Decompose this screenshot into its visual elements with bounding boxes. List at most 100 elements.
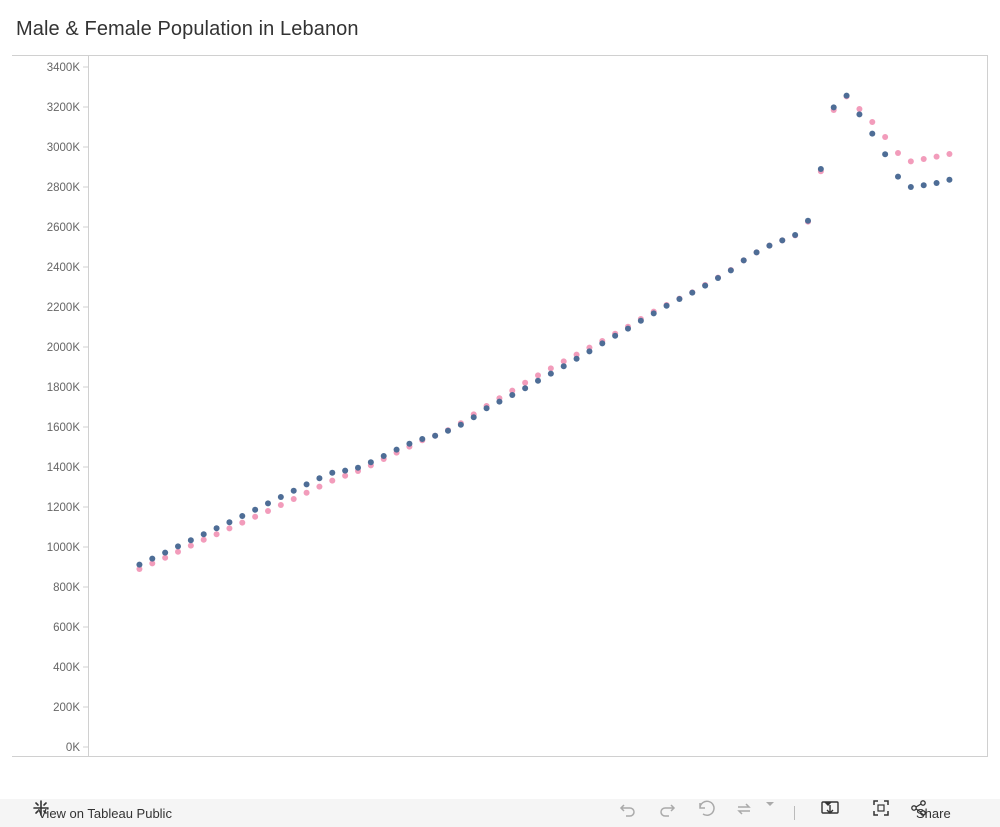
male-point bbox=[457, 421, 464, 428]
y-tick-label: 1400K bbox=[47, 462, 81, 474]
female-point bbox=[213, 531, 220, 538]
male-point bbox=[316, 475, 323, 482]
female-point bbox=[573, 351, 580, 358]
male-point bbox=[432, 432, 439, 439]
undo-icon bbox=[619, 804, 635, 817]
y-tick-label: 1800K bbox=[47, 382, 81, 394]
y-tick-label: 1600K bbox=[47, 422, 81, 434]
male-point bbox=[753, 249, 760, 256]
male-point bbox=[522, 385, 529, 392]
male-point bbox=[920, 182, 927, 189]
male-point bbox=[162, 549, 169, 556]
female-point bbox=[882, 134, 889, 140]
male-point bbox=[586, 348, 593, 355]
dropdown-icon bbox=[766, 802, 774, 806]
y-tick-label: 2600K bbox=[47, 222, 81, 234]
male-point bbox=[496, 398, 503, 405]
male-point bbox=[740, 257, 747, 264]
male-point bbox=[149, 555, 156, 562]
female-point bbox=[175, 548, 181, 555]
female-point bbox=[187, 542, 194, 549]
male-point bbox=[792, 232, 799, 238]
y-tick-label: 400K bbox=[53, 662, 80, 674]
male-point bbox=[239, 513, 246, 519]
male-point bbox=[637, 317, 644, 324]
female-point bbox=[522, 379, 529, 386]
y-tick-label: 2800K bbox=[47, 182, 81, 194]
share-label: Share bbox=[916, 805, 951, 821]
y-tick-label: 1200K bbox=[47, 502, 81, 514]
tableau-toolbar: View on Tableau Public bbox=[0, 799, 1000, 827]
female-point bbox=[316, 483, 323, 490]
female-point bbox=[946, 151, 953, 157]
male-point bbox=[509, 392, 516, 398]
tableau-logo-icon bbox=[33, 800, 49, 816]
male-point bbox=[355, 464, 361, 471]
male-point bbox=[393, 446, 400, 453]
male-point bbox=[817, 166, 824, 172]
male-point bbox=[547, 370, 554, 377]
female-point bbox=[560, 358, 567, 365]
female-point bbox=[933, 153, 940, 160]
female-point bbox=[509, 387, 516, 394]
share-icon bbox=[911, 800, 926, 816]
male-point bbox=[715, 275, 721, 281]
view-on-tableau-link[interactable]: View on Tableau Public bbox=[32, 799, 172, 827]
revert-icon bbox=[699, 800, 715, 816]
y-tick-label: 3000K bbox=[47, 142, 81, 154]
male-point bbox=[445, 427, 451, 434]
y-tick-label: 200K bbox=[53, 702, 80, 714]
female-point bbox=[277, 502, 284, 508]
male-point bbox=[329, 469, 336, 476]
male-point bbox=[843, 92, 850, 99]
male-point bbox=[856, 111, 863, 118]
female-point bbox=[869, 119, 876, 125]
y-tick-label: 3400K bbox=[47, 62, 81, 74]
female-point bbox=[547, 365, 554, 372]
male-point bbox=[702, 282, 709, 289]
male-point bbox=[663, 302, 670, 309]
male-point bbox=[483, 405, 490, 412]
female-point bbox=[920, 156, 927, 162]
y-tick-label: 600K bbox=[53, 622, 80, 634]
female-point bbox=[535, 372, 541, 379]
male-point bbox=[303, 481, 310, 488]
male-point bbox=[560, 363, 567, 370]
male-point bbox=[869, 130, 876, 137]
male-point bbox=[277, 494, 284, 500]
view-on-tableau-label: View on Tableau Public bbox=[38, 805, 172, 821]
female-point bbox=[907, 158, 914, 165]
female-point bbox=[200, 536, 207, 543]
toolbar-divider bbox=[794, 806, 795, 820]
male-point bbox=[946, 176, 953, 183]
male-point bbox=[213, 525, 220, 532]
male-point bbox=[599, 340, 606, 347]
y-tick-label: 3200K bbox=[47, 102, 81, 114]
female-point bbox=[329, 477, 336, 484]
female-point bbox=[342, 472, 349, 479]
y-tick-label: 2200K bbox=[47, 302, 81, 314]
male-point bbox=[380, 453, 387, 459]
male-point bbox=[676, 296, 683, 302]
female-point bbox=[895, 150, 901, 156]
male-point bbox=[406, 440, 413, 447]
y-tick-label: 1000K bbox=[47, 542, 81, 554]
share-button[interactable]: Share bbox=[910, 799, 951, 827]
y-tick-label: 800K bbox=[53, 582, 80, 594]
redo-icon bbox=[660, 804, 676, 817]
y-tick-label: 2400K bbox=[47, 262, 81, 274]
male-point bbox=[290, 487, 297, 494]
refresh-icon bbox=[737, 803, 751, 815]
male-point bbox=[805, 217, 811, 224]
male-point bbox=[175, 543, 181, 550]
male-point bbox=[187, 537, 194, 544]
y-tick-label: 0K bbox=[66, 742, 80, 754]
y-tick-label: 2000K bbox=[47, 342, 81, 354]
chart-title: Male & Female Population in Lebanon bbox=[16, 18, 359, 40]
female-point bbox=[265, 508, 271, 514]
female-point bbox=[856, 106, 863, 112]
male-point bbox=[342, 467, 349, 474]
female-point bbox=[162, 554, 169, 561]
female-point bbox=[252, 513, 259, 520]
male-point bbox=[766, 242, 773, 249]
